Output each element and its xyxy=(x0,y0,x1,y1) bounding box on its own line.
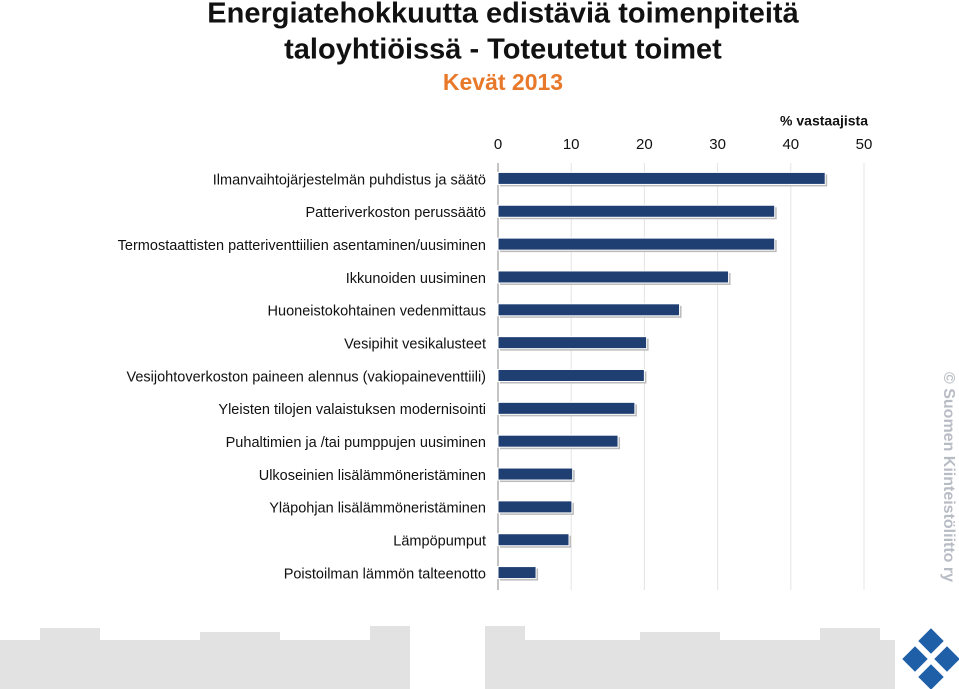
bar xyxy=(497,171,826,185)
watermark: © Suomen Kiinteistöliitto ry xyxy=(940,372,957,582)
y-tick-label: Vesijohtoverkoston paineen alennus (vaki… xyxy=(126,369,486,385)
bar xyxy=(497,237,776,251)
axis-label: % vastaajista xyxy=(780,113,868,129)
footer-skyline xyxy=(0,626,895,689)
bar xyxy=(497,500,573,514)
bar xyxy=(497,401,636,415)
y-tick-label: Ilmanvaihtojärjestelmän puhdistus ja sää… xyxy=(213,172,486,188)
x-tick-label: 40 xyxy=(782,136,799,153)
x-tick-label: 50 xyxy=(856,136,873,153)
logo xyxy=(902,628,959,689)
y-tick-label: Patteriverkoston perussäätö xyxy=(305,205,486,221)
y-tick-label: Huoneistokohtainen vedenmittaus xyxy=(268,304,486,320)
y-tick-label: Vesipihit vesikalusteet xyxy=(344,336,486,352)
chart-title: taloyhtiöissä - Toteutetut toimet xyxy=(284,34,722,66)
chart-title: Energiatehokkuutta edistäviä toimenpitei… xyxy=(207,0,799,30)
x-tick-label: 0 xyxy=(494,136,502,153)
bar xyxy=(497,369,645,382)
x-tick-label: 20 xyxy=(636,136,653,153)
x-tick-label: 30 xyxy=(709,136,726,153)
bar xyxy=(497,303,681,317)
bar xyxy=(497,204,776,218)
chart-subtitle: Kevät 2013 xyxy=(443,69,563,95)
bar xyxy=(497,533,570,547)
y-tick-label: Lämpöpumput xyxy=(393,534,486,550)
bar xyxy=(497,467,574,481)
bar xyxy=(497,270,730,284)
y-tick-label: Yläpohjan lisälämmöneristäminen xyxy=(269,501,486,517)
bar xyxy=(497,566,537,580)
y-tick-label: Poistoilman lämmön talteenotto xyxy=(284,566,486,582)
y-tick-label: Ikkunoiden uusiminen xyxy=(346,271,486,287)
bar xyxy=(497,434,619,448)
y-tick-label: Ulkoseinien lisälämmöneristäminen xyxy=(259,468,486,484)
y-tick-label: Puhaltimien ja /tai pumppujen uusiminen xyxy=(226,435,486,451)
y-tick-label: Termostaattisten patteriventtiilien asen… xyxy=(118,238,486,254)
y-tick-label: Yleisten tilojen valaistuksen modernisoi… xyxy=(218,402,486,418)
x-tick-label: 10 xyxy=(563,136,580,153)
bar xyxy=(497,336,648,350)
